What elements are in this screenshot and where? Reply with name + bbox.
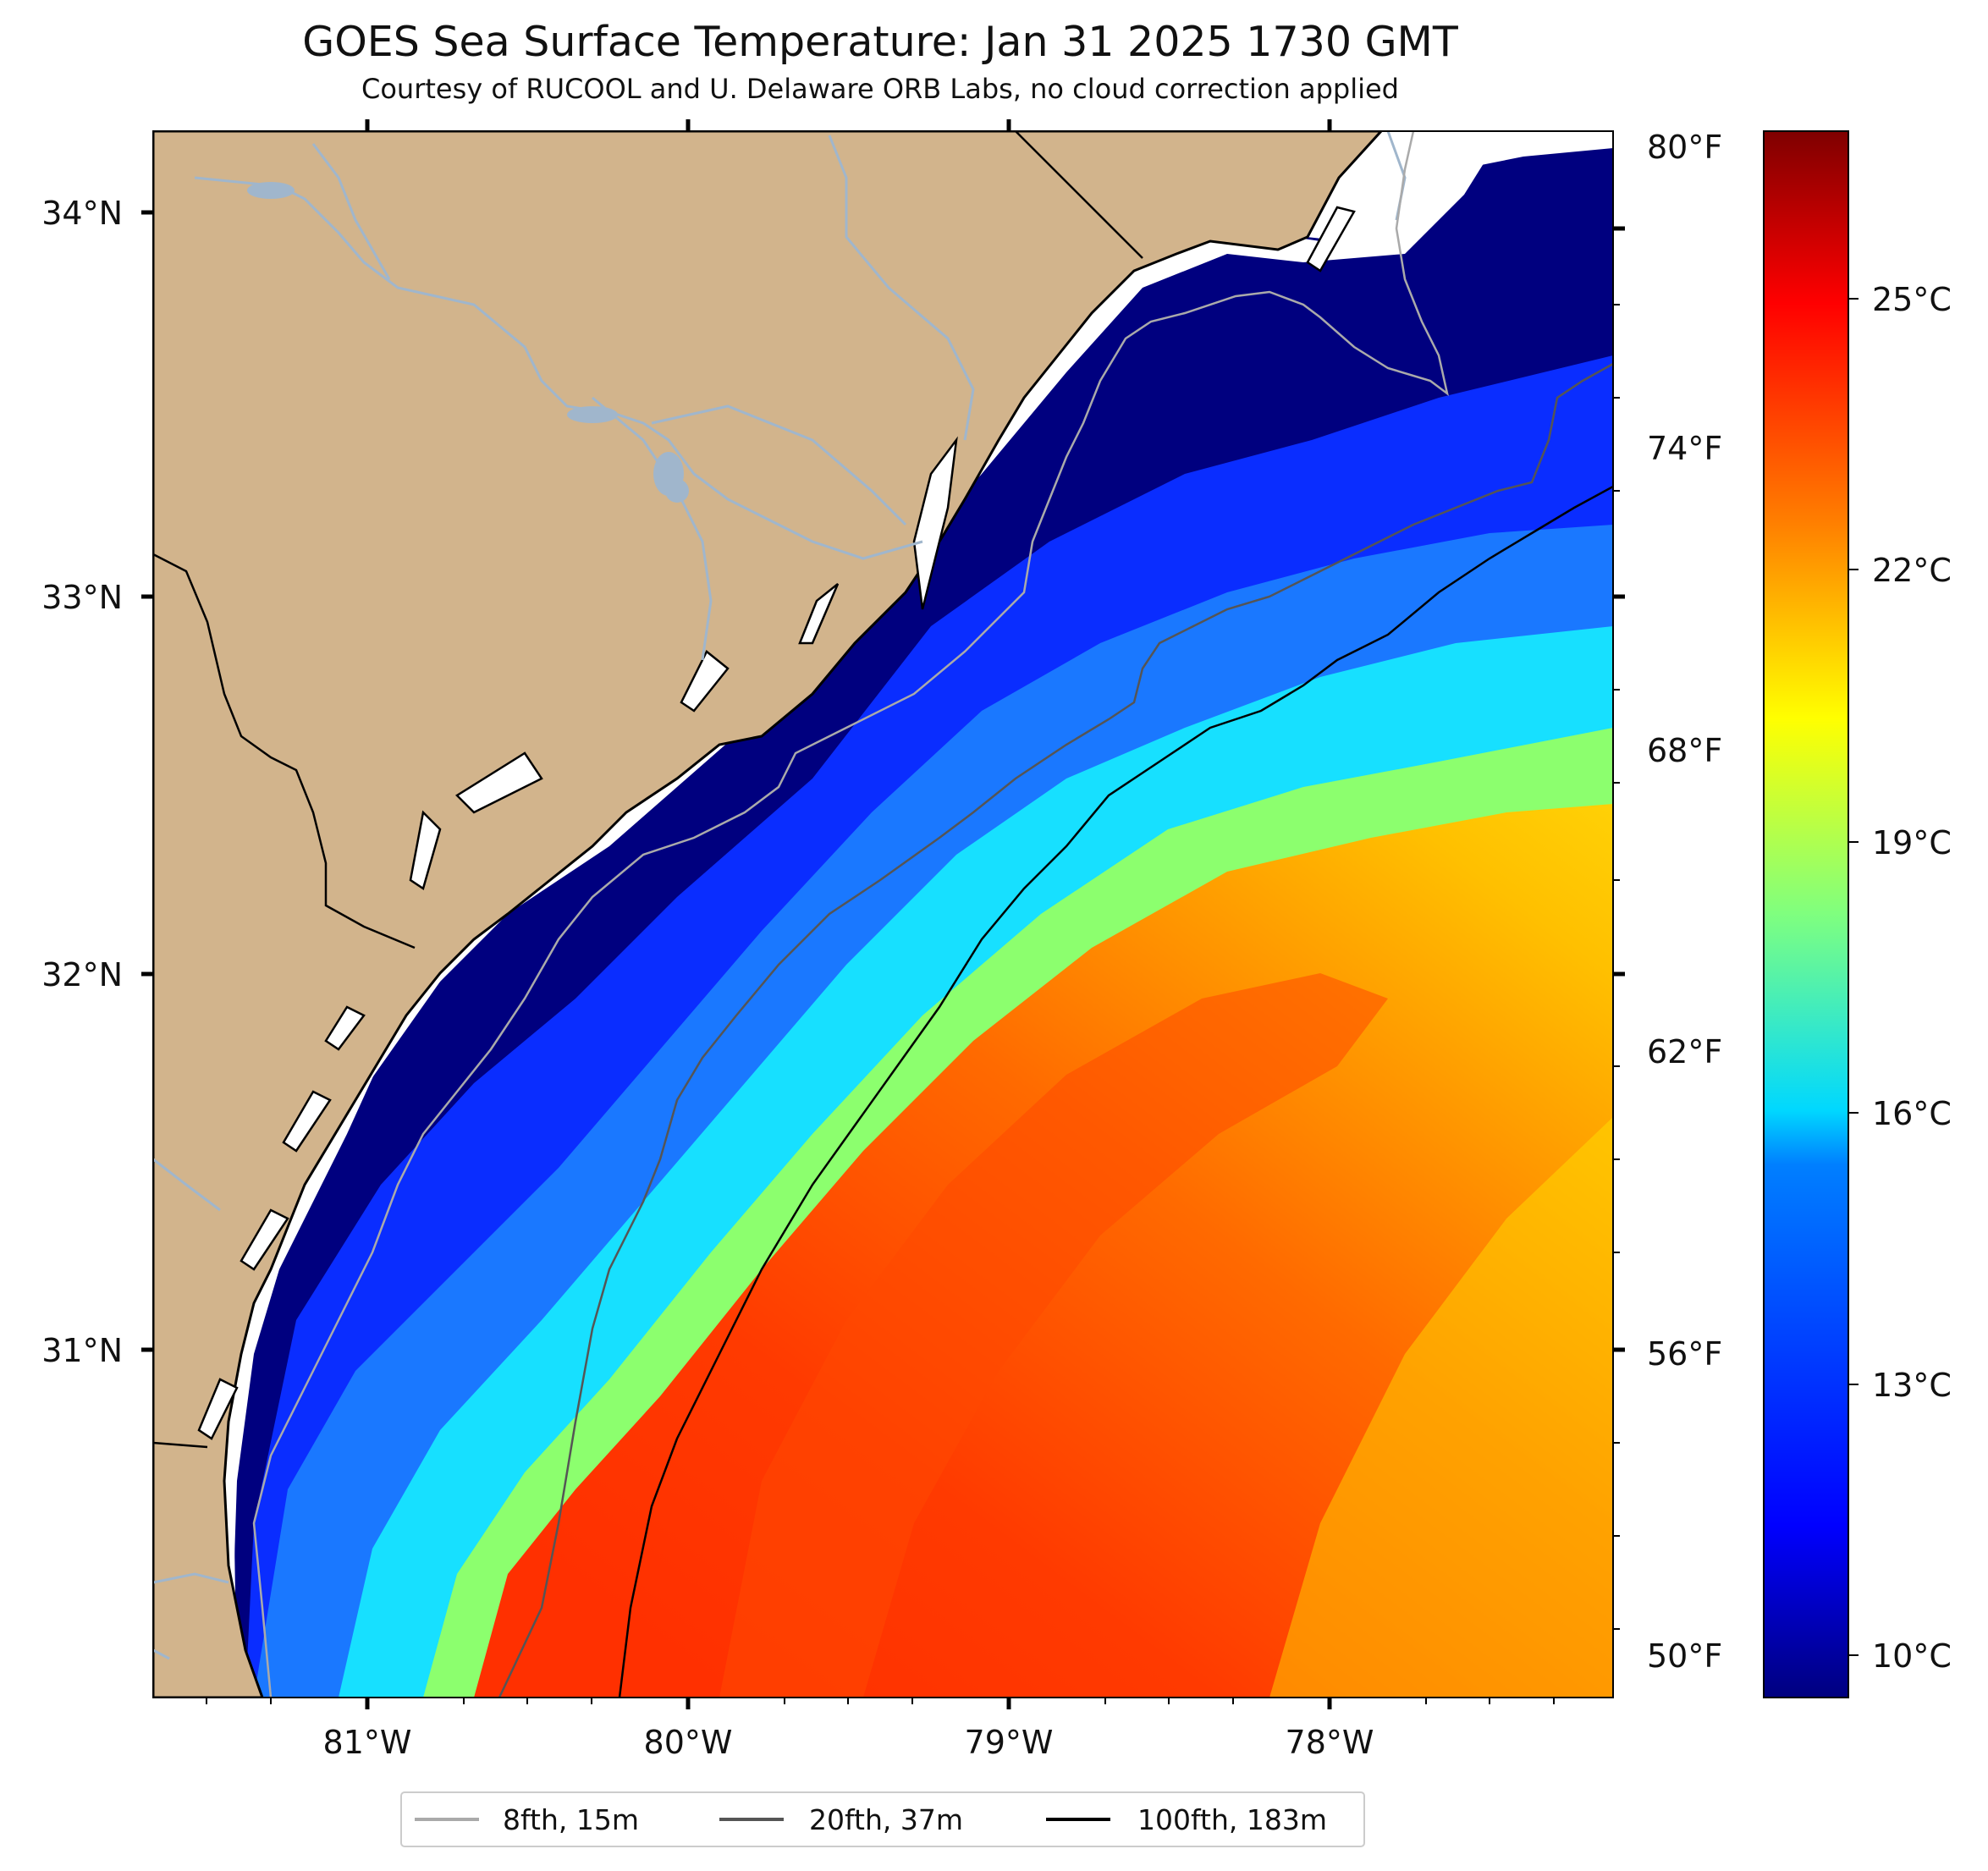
sst-warm-core xyxy=(719,973,1388,1698)
colorbar-tick-label: 19°C xyxy=(1872,824,1952,861)
state-boundaries xyxy=(153,131,1143,1449)
chart-title: GOES Sea Surface Temperature: Jan 31 202… xyxy=(302,18,1459,66)
colorbar-tick-label: 25°C xyxy=(1872,281,1952,318)
legend-label-100fth: 100fth, 183m xyxy=(1137,1803,1327,1836)
y-tick-label: 34°N xyxy=(41,195,123,232)
y-tick-label: 32°N xyxy=(41,956,123,993)
x-tick-label: 79°W xyxy=(965,1724,1054,1761)
coastal-inlets xyxy=(197,206,1356,1440)
land-mass xyxy=(153,131,1384,1698)
isobath-100fth xyxy=(618,485,1613,1698)
y-tick-label: 33°N xyxy=(41,579,123,616)
chart-subtitle: Courtesy of RUCOOL and U. Delaware ORB L… xyxy=(361,73,1399,105)
colorbar xyxy=(1763,130,1849,1698)
axis-ticks xyxy=(141,119,1625,1709)
rivers xyxy=(153,131,1407,1660)
map-area xyxy=(153,131,1613,1698)
minor-ticks xyxy=(206,304,1620,1704)
map-frame xyxy=(152,130,1614,1698)
isobath-8fth xyxy=(252,131,1449,1698)
colorbar-tick-label: 10°C xyxy=(1872,1637,1952,1675)
colorbar-tick-label: 22°C xyxy=(1872,552,1952,589)
fahrenheit-tick-label: 74°F xyxy=(1647,430,1722,467)
fahrenheit-tick-label: 80°F xyxy=(1647,129,1722,166)
x-tick-label: 78°W xyxy=(1286,1724,1374,1761)
sst-yellow-filament xyxy=(1269,1117,1613,1698)
legend-label-20fth: 20fth, 37m xyxy=(809,1803,963,1836)
fahrenheit-tick-label: 50°F xyxy=(1647,1637,1722,1675)
isobath-legend: 8fth, 15m 20fth, 37m 100fth, 183m xyxy=(400,1791,1365,1847)
fahrenheit-tick-label: 56°F xyxy=(1647,1335,1722,1373)
river-lakes xyxy=(247,182,689,503)
x-tick-label: 81°W xyxy=(323,1724,412,1761)
isobath-20fth xyxy=(498,362,1613,1698)
legend-box xyxy=(400,1791,1365,1847)
x-tick-label: 80°W xyxy=(644,1724,733,1761)
fahrenheit-tick-label: 68°F xyxy=(1647,732,1722,769)
fahrenheit-tick-label: 62°F xyxy=(1647,1033,1722,1070)
colorbar-tick-label: 13°C xyxy=(1872,1367,1952,1404)
legend-label-8fth: 8fth, 15m xyxy=(503,1803,639,1836)
colorbar-tick-label: 16°C xyxy=(1872,1095,1952,1132)
colorbar-ticks xyxy=(1848,298,1859,1656)
y-tick-label: 31°N xyxy=(41,1332,123,1369)
